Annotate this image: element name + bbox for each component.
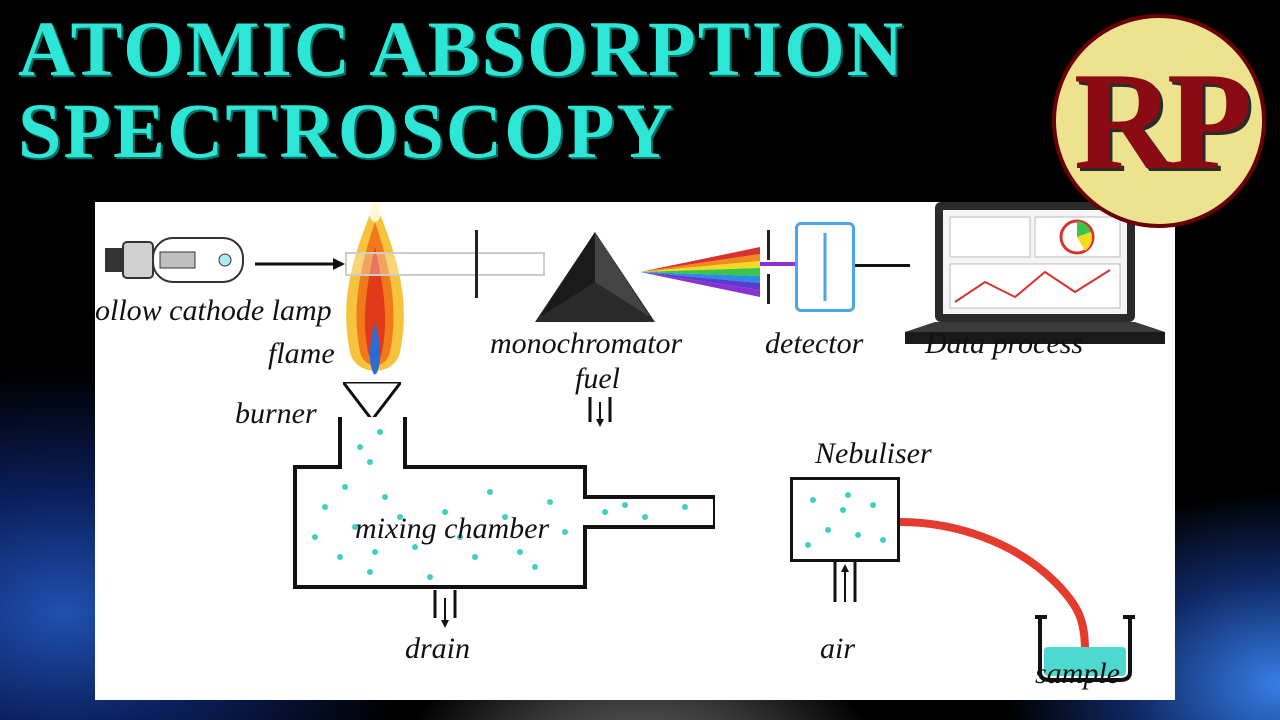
label-flame: flame <box>268 337 335 371</box>
fuel-inlet-icon <box>580 397 620 427</box>
light-path <box>345 252 545 276</box>
flame-icon <box>340 202 410 392</box>
rp-logo: RP <box>1044 6 1274 236</box>
hollow-cathode-lamp-icon <box>105 230 255 290</box>
label-air: air <box>820 632 855 666</box>
aas-diagram: ollow cathode lamp flame burner <box>95 202 1175 700</box>
signal-line <box>855 264 910 267</box>
beam-arrow-icon <box>255 254 345 274</box>
label-monochromator: monochromator <box>490 327 682 361</box>
mono-beam <box>760 262 800 266</box>
prism-icon <box>535 232 655 322</box>
title-line-2: SPECTROSCOPY <box>18 90 905 172</box>
label-sample: sample <box>1035 657 1120 691</box>
detector-icon <box>795 222 855 312</box>
air-inlet-icon <box>825 562 865 612</box>
exit-slit-icon <box>767 230 770 260</box>
burner-icon <box>343 382 401 420</box>
label-lamp: ollow cathode lamp <box>95 294 332 328</box>
label-data-process: Data process <box>925 327 1083 361</box>
label-mixing-chamber: mixing chamber <box>355 512 549 546</box>
label-fuel: fuel <box>575 362 620 396</box>
page-title: ATOMIC ABSORPTION SPECTROSCOPY <box>18 8 905 172</box>
drain-icon <box>425 590 465 630</box>
logo-text: RP <box>1044 6 1274 236</box>
spectrum-icon <box>640 247 760 297</box>
title-line-1: ATOMIC ABSORPTION <box>18 8 905 90</box>
mixing-chamber-icon <box>285 417 715 597</box>
label-drain: drain <box>405 632 470 666</box>
label-nebuliser: Nebuliser <box>815 437 932 471</box>
nebuliser-icon <box>790 477 900 562</box>
label-detector: detector <box>765 327 863 361</box>
